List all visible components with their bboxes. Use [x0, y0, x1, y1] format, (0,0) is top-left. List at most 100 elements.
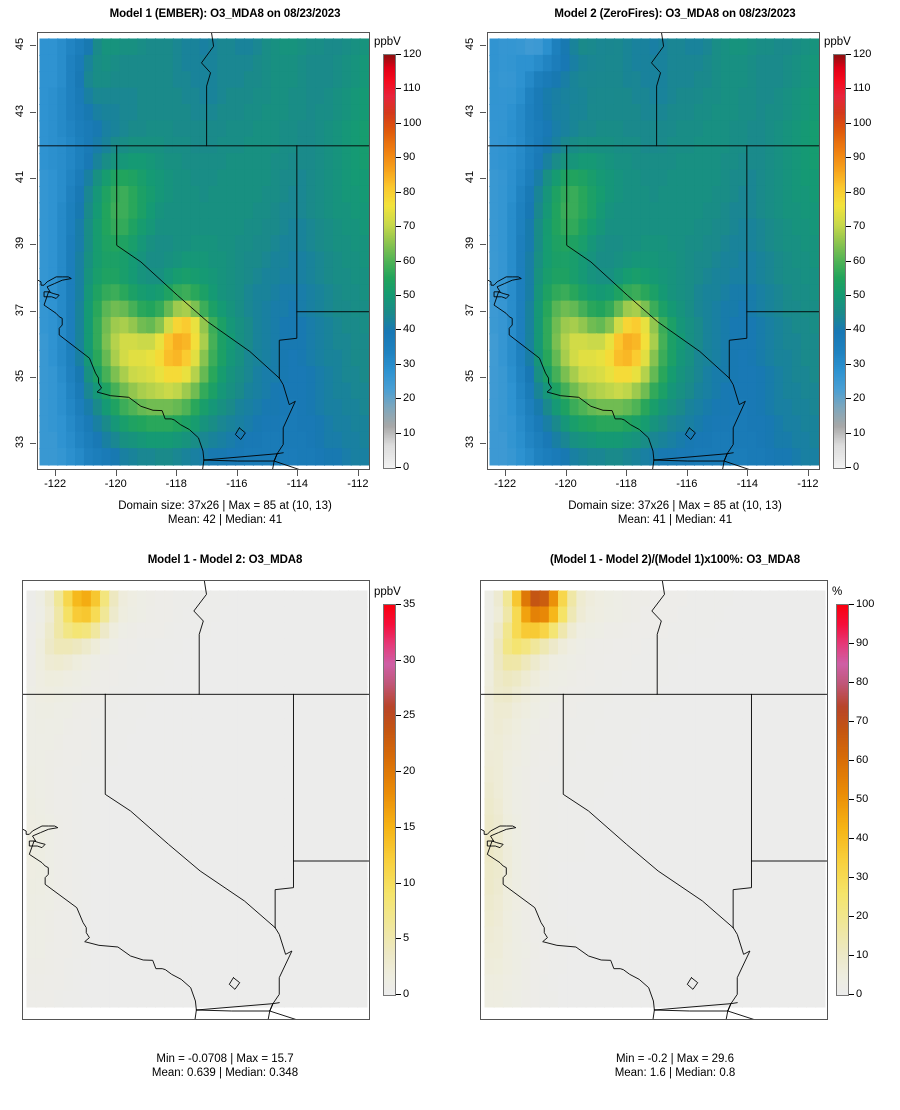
colorbar-tick-label: 30: [403, 653, 416, 666]
colorbar-tick-label: 70: [853, 220, 866, 233]
colorbar-gradient: [836, 604, 849, 996]
colorbar-tick-label: 70: [856, 715, 869, 727]
colorbar-tick-label: 20: [853, 392, 866, 405]
x-tick-label: -118: [165, 478, 187, 490]
colorbar-tick-label: 0: [403, 988, 410, 1000]
x-tick: [807, 470, 809, 476]
colorbar-tick: [396, 191, 401, 193]
y-tick: [480, 244, 486, 246]
x-tick: [565, 470, 567, 476]
colorbar-tick-label: 30: [853, 357, 866, 370]
state-borders-overlay: [38, 33, 369, 469]
panel-title: Model 1 - Model 2: O3_MDA8: [147, 554, 303, 566]
colorbar-unit: ppbV: [374, 36, 401, 48]
colorbar-ticks: 0 5 10 15 20 25 30 35: [374, 582, 450, 1022]
colorbar-tick-label: 0: [853, 461, 860, 473]
panel-caption: Domain size: 37x26 | Max = 85 at (10, 13…: [568, 500, 782, 526]
colorbar-unit: %: [832, 586, 843, 598]
colorbar-tick-label: 30: [856, 871, 869, 883]
map-plot-area[interactable]: [37, 32, 370, 470]
colorbar-gradient: [833, 54, 846, 469]
y-tick: [480, 45, 486, 47]
panel-caption: Domain size: 37x26 | Max = 85 at (10, 13…: [118, 500, 332, 526]
x-tick-label: -114: [286, 478, 308, 490]
colorbar-unit: ppbV: [824, 36, 851, 48]
colorbar-tick: [846, 191, 851, 193]
colorbar-model2: ppbV 0 10 20 30 40 50 60 70 80 90 100 110 120: [824, 32, 900, 473]
colorbar-tick: [396, 54, 401, 55]
y-tick-label: 45: [14, 38, 26, 51]
panel-title: Model 2 (ZeroFires): O3_MDA8 on 08/23/20…: [554, 8, 796, 20]
y-tick: [480, 377, 486, 379]
y-tick: [30, 443, 36, 445]
y-tick: [30, 377, 36, 379]
colorbar-tick: [396, 467, 401, 468]
x-tick-label: -118: [615, 478, 637, 490]
colorbar-tick: [396, 882, 401, 884]
panel-difference: Model 1 - Model 2: O3_MDA8 Min = -0.0708…: [0, 548, 450, 1110]
colorbar-tick: [846, 363, 851, 365]
colorbar-ticks: 0 10 20 30 40 50 60 70 80 90 100: [832, 582, 900, 1022]
colorbar-tick: [846, 260, 851, 262]
map-plot-area[interactable]: [22, 580, 370, 1020]
colorbar-tick: [849, 721, 854, 722]
y-tick-label: 33: [464, 436, 476, 449]
x-tick-label: -114: [736, 478, 758, 490]
state-borders-overlay: [23, 581, 369, 1019]
y-tick: [480, 443, 486, 445]
colorbar-tick-label: 5: [403, 932, 410, 945]
map-plot-area[interactable]: [480, 580, 828, 1020]
colorbar-tick: [396, 363, 401, 365]
colorbar-tick-label: 120: [853, 48, 872, 60]
colorbar-tick-label: 20: [403, 765, 416, 778]
colorbar-tick: [396, 260, 401, 262]
colorbar-tick-label: 10: [403, 876, 416, 889]
colorbar-tick: [849, 643, 854, 644]
x-tick-label: -112: [347, 478, 369, 490]
colorbar-tick-label: 0: [856, 988, 863, 1000]
colorbar-tick: [849, 877, 854, 878]
y-tick: [480, 178, 486, 179]
colorbar-tick-label: 80: [856, 676, 869, 688]
colorbar-gradient: [383, 54, 396, 469]
colorbar-tick-label: 80: [403, 185, 416, 198]
colorbar-tick: [396, 715, 401, 717]
y-tick-label: 45: [464, 38, 476, 51]
colorbar-tick-label: 40: [853, 323, 866, 336]
colorbar-tick-label: 60: [853, 254, 866, 267]
colorbar-tick-label: 110: [403, 82, 421, 95]
colorbar-tick-label: 120: [403, 48, 422, 60]
x-tick: [176, 470, 178, 476]
colorbar-tick: [846, 398, 851, 400]
colorbar-gradient: [383, 604, 396, 996]
x-tick: [55, 470, 57, 476]
colorbar-tick-label: 30: [403, 357, 416, 370]
map-plot-area[interactable]: [487, 32, 820, 470]
colorbar-tick: [849, 682, 854, 683]
colorbar-tick: [396, 432, 401, 434]
colorbar-tick: [846, 54, 851, 55]
x-tick-label: -122: [44, 478, 67, 490]
y-tick-label: 41: [14, 170, 26, 184]
colorbar-tick: [846, 157, 851, 159]
panel-percent-difference: (Model 1 - Model 2)/(Model 1)x100%: O3_M…: [450, 548, 900, 1110]
colorbar-tick: [396, 122, 401, 124]
colorbar-tick: [846, 226, 851, 228]
colorbar-tick: [396, 938, 401, 940]
panel-caption: Min = -0.2 | Max = 29.6 Mean: 1.6 | Medi…: [614, 1053, 736, 1079]
colorbar-percent: % 0 10 20 30 40 50 60 70 80 90 100: [832, 582, 900, 1022]
colorbar-tick-label: 20: [856, 910, 869, 922]
panel-caption: Min = -0.0708 | Max = 15.7 Mean: 0.639 |…: [151, 1053, 299, 1079]
colorbar-tick: [849, 604, 854, 605]
y-tick: [30, 244, 36, 246]
y-tick-label: 35: [464, 369, 476, 383]
colorbar-tick: [846, 88, 851, 90]
y-tick: [30, 178, 36, 179]
colorbar-tick-label: 60: [403, 254, 416, 267]
colorbar-tick-label: 40: [403, 323, 416, 336]
colorbar-tick-label: 10: [403, 426, 416, 439]
colorbar-ticks: 0 10 20 30 40 50 60 70 80 90 100 110 120: [824, 32, 900, 473]
y-tick-label: 41: [464, 170, 476, 184]
x-tick: [357, 470, 359, 476]
colorbar-tick-label: 90: [403, 151, 416, 164]
